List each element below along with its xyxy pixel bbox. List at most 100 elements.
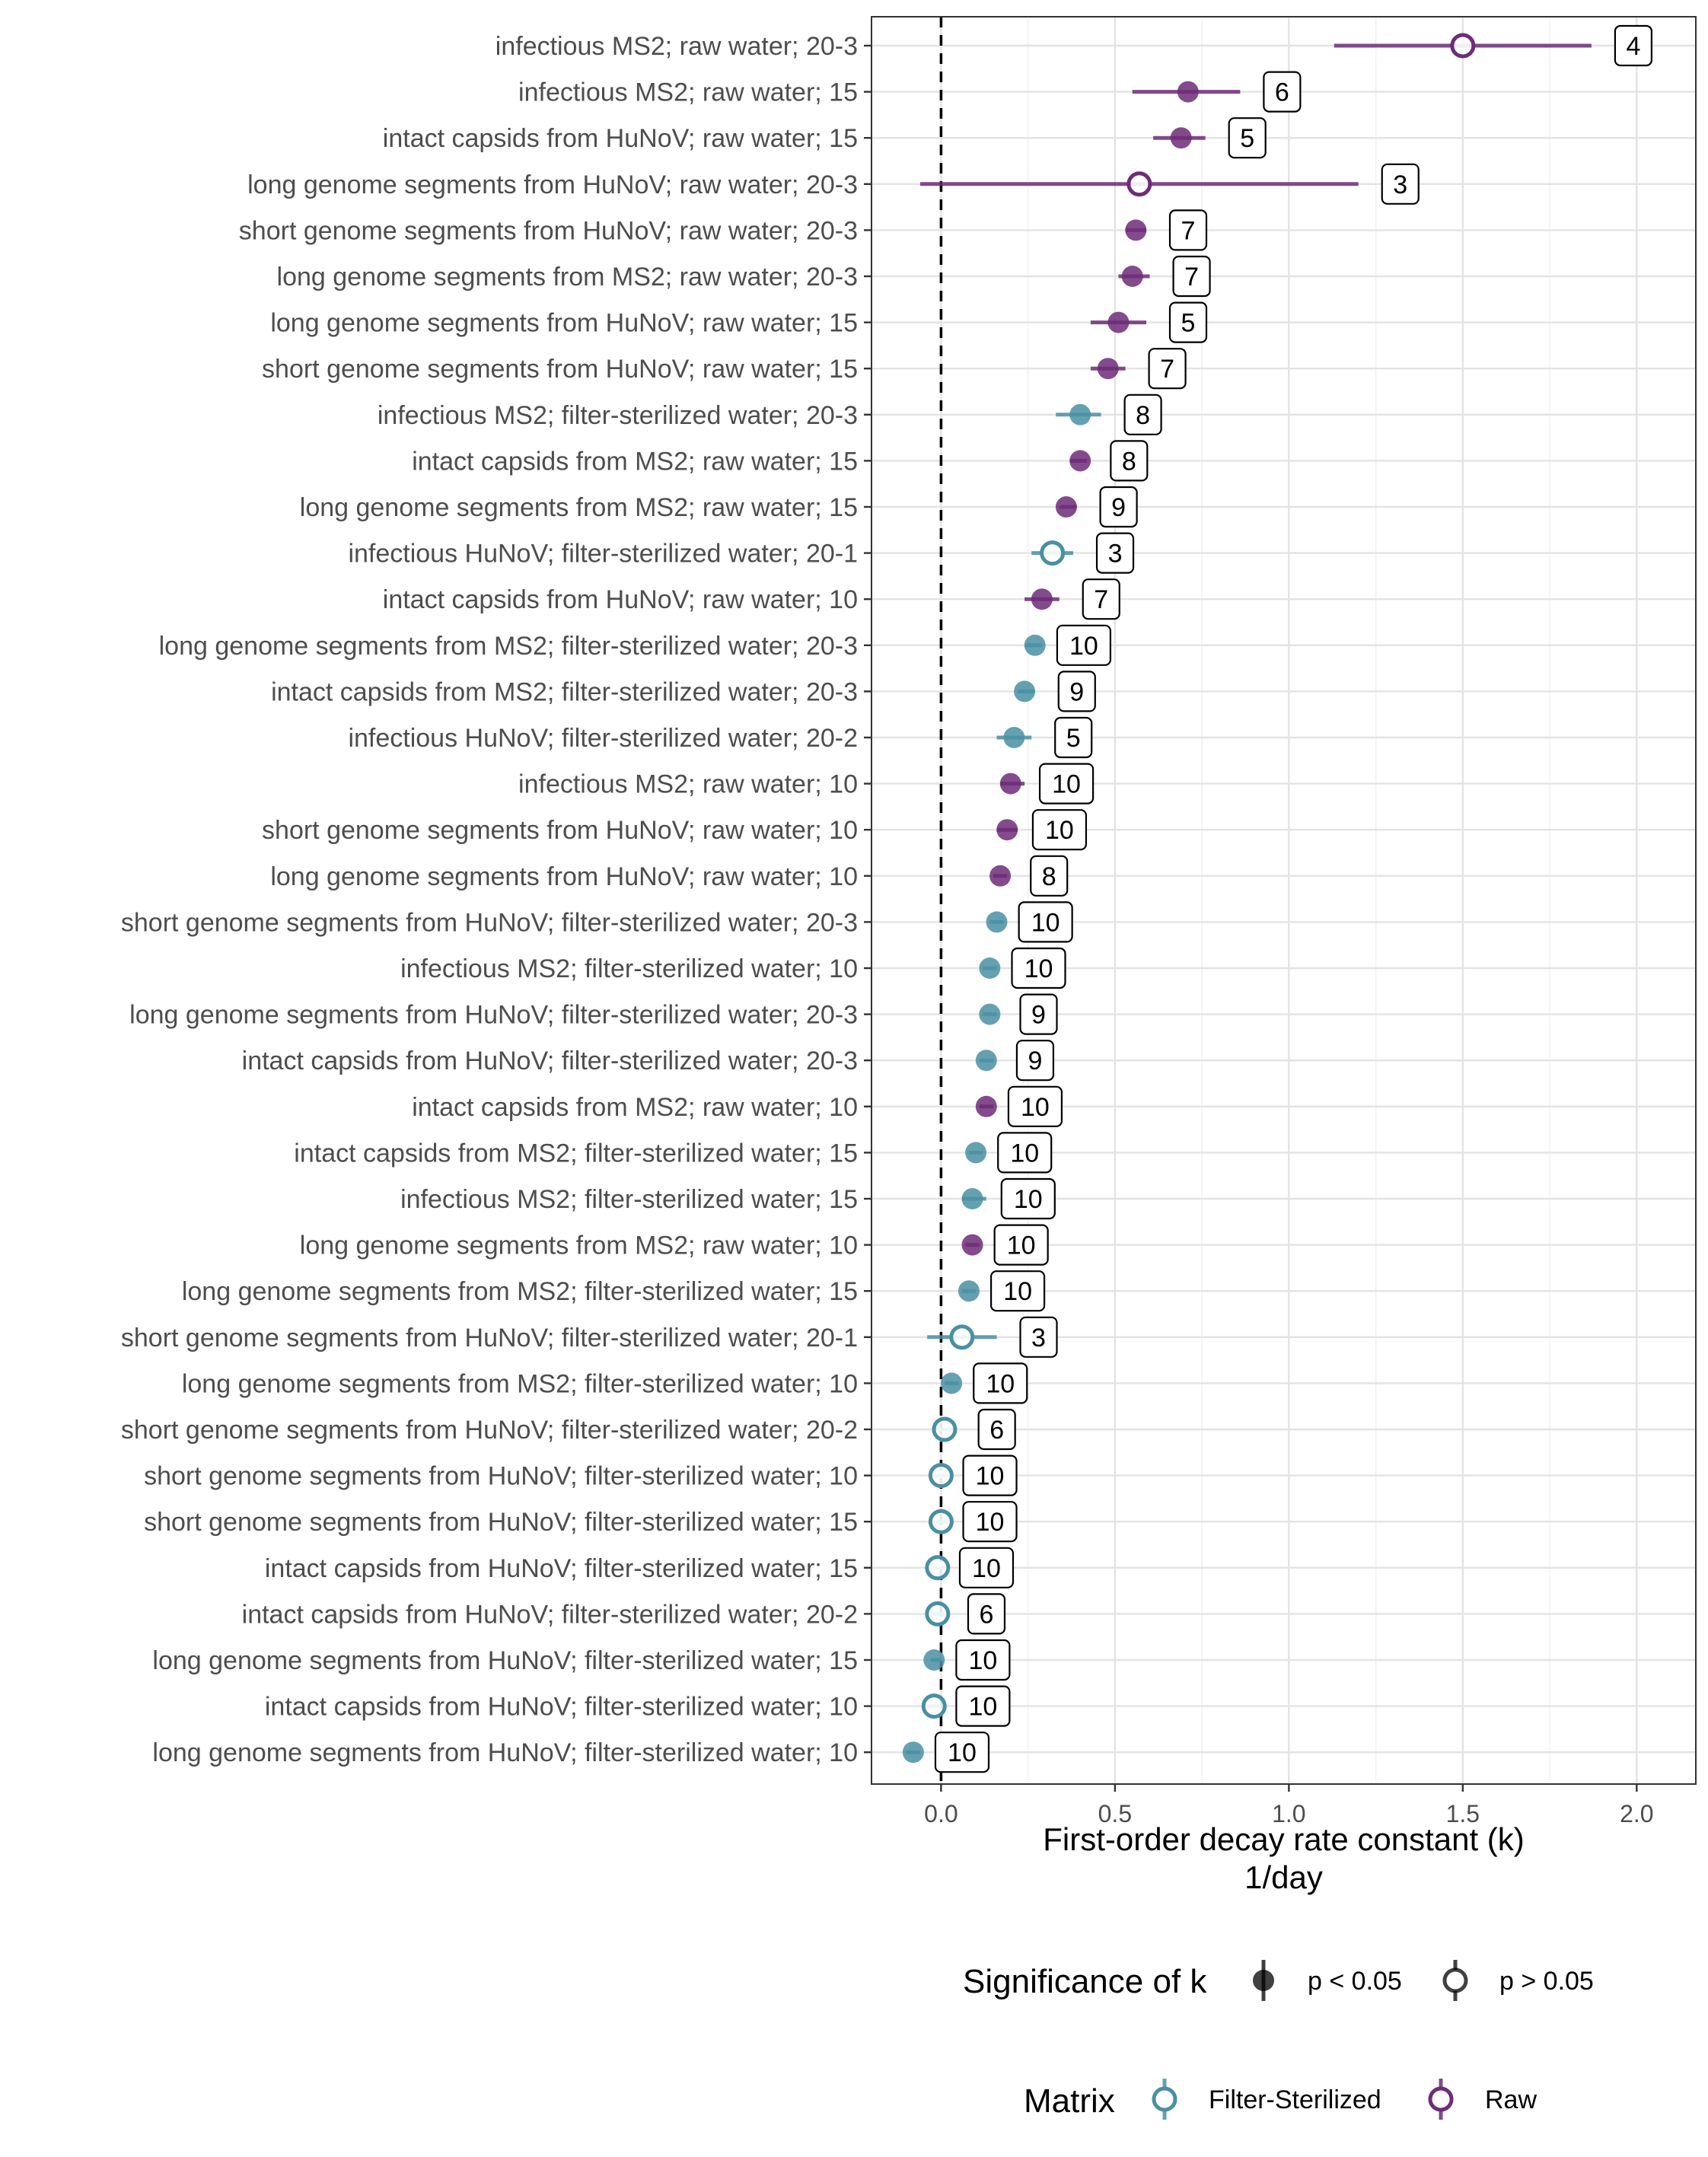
data-marks xyxy=(902,33,1592,1764)
n-label: 8 xyxy=(1042,862,1056,891)
n-label: 10 xyxy=(968,1646,997,1675)
n-label-box xyxy=(1056,624,1112,666)
n-label-box xyxy=(1148,348,1187,390)
category-label: short genome segments from HuNoV; raw wa… xyxy=(262,355,858,384)
category-label: intact capsids from HuNoV; raw water; 10 xyxy=(383,585,858,614)
data-point-significant xyxy=(965,1142,987,1164)
data-point-significant xyxy=(979,957,1001,979)
data-point-significant xyxy=(941,1372,963,1394)
data-point-significant xyxy=(996,819,1018,841)
data-point-significant xyxy=(1170,127,1192,149)
category-label: long genome segments from MS2; raw water… xyxy=(300,1231,858,1260)
n-label: 6 xyxy=(980,1600,994,1629)
n-label-box xyxy=(1054,716,1093,759)
data-point-significant xyxy=(999,773,1021,795)
n-label: 10 xyxy=(976,1508,1005,1537)
n-label: 3 xyxy=(1108,540,1123,569)
data-point-significant xyxy=(975,1050,997,1072)
category-label: short genome segments from HuNoV; filter… xyxy=(144,1462,858,1491)
category-label: intact capsids from MS2; raw water; 15 xyxy=(412,447,858,476)
category-label: long genome segments from MS2; raw water… xyxy=(300,493,858,522)
category-label: infectious MS2; raw water; 20-3 xyxy=(496,32,858,61)
n-label: 9 xyxy=(1028,1047,1042,1075)
n-label-box xyxy=(1011,947,1066,989)
data-point-nonsignificant xyxy=(932,1416,958,1442)
category-label: intact capsids from MS2; raw water; 10 xyxy=(412,1093,858,1122)
n-label: 7 xyxy=(1184,263,1199,292)
data-point-significant xyxy=(1121,266,1143,287)
n-label: 10 xyxy=(986,1369,1015,1398)
n-label: 10 xyxy=(976,1462,1005,1491)
legend-label: p > 0.05 xyxy=(1499,1967,1594,1996)
n-label-box xyxy=(1038,763,1095,804)
n-label-box xyxy=(962,1454,1018,1496)
legend-label: p < 0.05 xyxy=(1308,1967,1402,1996)
category-label: long genome segments from HuNoV; raw wat… xyxy=(270,309,858,338)
category-label: intact capsids from HuNoV; raw water; 15 xyxy=(383,124,858,153)
n-label-box xyxy=(958,1547,1015,1588)
data-point-nonsignificant xyxy=(925,1555,951,1581)
n-label: 5 xyxy=(1181,309,1196,338)
category-label: infectious HuNoV; filter-sterilized wate… xyxy=(348,724,858,753)
x-tick-label: 2.0 xyxy=(1620,1800,1653,1827)
x-axis: 0.0 0.5 1.0 1.5 2.0 xyxy=(924,1784,1654,1827)
data-point-nonsignificant xyxy=(928,1509,954,1534)
n-label: 8 xyxy=(1136,401,1150,430)
legend-label: Raw xyxy=(1485,2085,1537,2114)
data-point-nonsignificant xyxy=(921,1693,947,1719)
data-point-significant xyxy=(1107,311,1130,333)
data-point-significant xyxy=(961,1188,983,1209)
n-label-box xyxy=(1000,1177,1056,1220)
legend-matrix: Matrix Filter-Sterilized Raw xyxy=(1024,2079,1537,2120)
panel-border xyxy=(871,16,1697,1785)
n-label-box xyxy=(989,1270,1046,1312)
data-point-significant xyxy=(975,1095,997,1117)
data-point-significant xyxy=(902,1741,924,1764)
n-label: 3 xyxy=(1031,1324,1046,1353)
data-point-nonsignificant xyxy=(1040,540,1066,566)
n-label: 4 xyxy=(1626,32,1640,61)
n-label-box xyxy=(973,1362,1028,1404)
n-label-box xyxy=(1095,532,1135,574)
category-label: long genome segments from HuNoV; raw wat… xyxy=(247,170,858,199)
category-label: intact capsids from HuNoV; filter-steril… xyxy=(265,1554,858,1583)
category-label: intact capsids from MS2; filter-steriliz… xyxy=(271,677,858,706)
n-label-box xyxy=(977,1408,1016,1451)
n-label-box xyxy=(1381,163,1420,205)
x-tick-label: 0.5 xyxy=(1098,1800,1132,1827)
data-point-nonsignificant xyxy=(925,1601,951,1627)
n-label-box xyxy=(1057,671,1096,712)
data-point-significant xyxy=(986,911,1008,933)
n-label-box xyxy=(1082,578,1120,620)
n-label: 6 xyxy=(989,1416,1004,1445)
data-point-significant xyxy=(989,865,1012,887)
n-label-box xyxy=(997,1132,1053,1174)
category-label: intact capsids from HuNoV; filter-steril… xyxy=(265,1693,858,1722)
n-label-box xyxy=(955,1639,1011,1681)
n-label: 10 xyxy=(1014,1185,1043,1214)
category-label: infectious HuNoV; filter-sterilized wate… xyxy=(348,540,858,569)
data-point-significant xyxy=(1003,727,1025,748)
category-label: short genome segments from HuNoV; filter… xyxy=(144,1508,858,1537)
n-label-box xyxy=(993,1224,1049,1266)
n-label: 8 xyxy=(1122,447,1136,476)
data-point-significant xyxy=(1069,403,1091,425)
n-label-box xyxy=(1031,809,1088,851)
n-label-box xyxy=(1007,1085,1063,1127)
category-label: short genome segments from HuNoV; filter… xyxy=(121,1324,858,1353)
data-point-significant xyxy=(1069,450,1091,472)
category-label: long genome segments from MS2; filter-st… xyxy=(159,632,858,661)
data-point-significant xyxy=(1031,588,1053,610)
n-label-box xyxy=(1228,117,1267,159)
category-label: infectious MS2; filter-sterilized water;… xyxy=(400,954,858,983)
n-label-box xyxy=(962,1501,1018,1543)
category-label: intact capsids from HuNoV; filter-steril… xyxy=(242,1600,858,1629)
category-label: long genome segments from MS2; filter-st… xyxy=(182,1277,858,1306)
n-label: 10 xyxy=(968,1693,997,1722)
category-label: infectious MS2; filter-sterilized water;… xyxy=(400,1185,858,1214)
x-tick-label: 0.0 xyxy=(924,1800,958,1827)
n-label: 10 xyxy=(948,1738,977,1767)
n-label-box xyxy=(1018,901,1073,943)
category-label: long genome segments from HuNoV; raw wat… xyxy=(270,862,858,891)
